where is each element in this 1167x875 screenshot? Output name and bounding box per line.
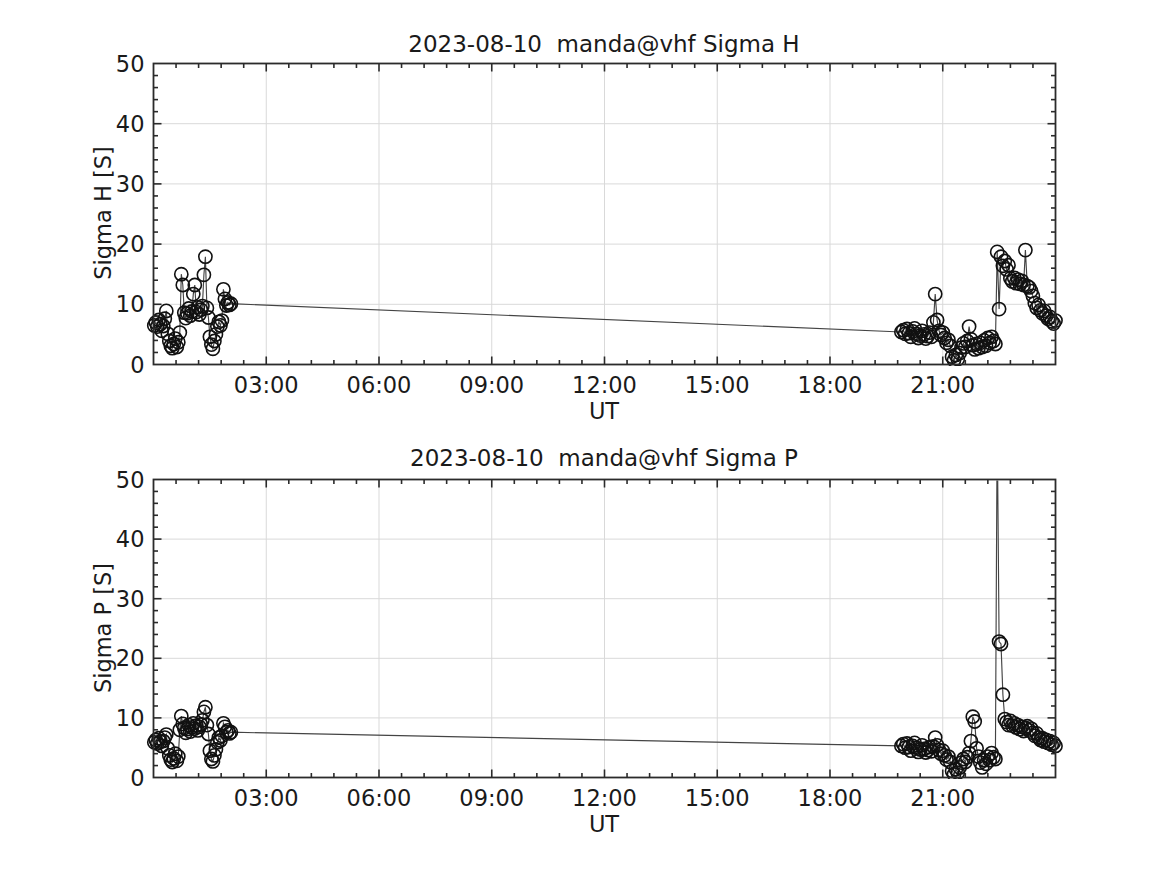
x-tick-label: 18:00 xyxy=(798,372,863,398)
x-tick-label: 06:00 xyxy=(347,785,412,811)
y-tick-label: 10 xyxy=(116,291,145,317)
y-tick-label: 0 xyxy=(130,765,144,791)
x-tick-label: 18:00 xyxy=(798,785,863,811)
x-tick-label: 21:00 xyxy=(910,372,975,398)
y-tick-label: 50 xyxy=(116,51,145,77)
top-panel-title: 2023-08-10 manda@vhf Sigma H xyxy=(408,31,799,57)
y-tick-label: 30 xyxy=(116,171,145,197)
bottom-panel-ylabel: Sigma P [S] xyxy=(90,563,116,693)
y-tick-label: 0 xyxy=(130,352,144,378)
y-tick-label: 20 xyxy=(116,645,145,671)
y-tick-label: 50 xyxy=(116,467,145,493)
x-tick-label: 12:00 xyxy=(572,785,637,811)
x-tick-label: 21:00 xyxy=(910,785,975,811)
y-tick-label: 40 xyxy=(116,111,145,137)
y-tick-label: 40 xyxy=(116,526,145,552)
x-tick-label: 12:00 xyxy=(572,372,637,398)
x-tick-label: 15:00 xyxy=(685,785,750,811)
bottom-panel-title: 2023-08-10 manda@vhf Sigma P xyxy=(410,445,798,471)
x-tick-label: 03:00 xyxy=(234,372,299,398)
y-tick-label: 20 xyxy=(116,231,145,257)
bottom-panel-xlabel: UT xyxy=(589,811,619,837)
plots-canvas: 03:00 06:00 09:00 12:00 15:00 18:00 21:00 0 10 20… xyxy=(0,0,1167,875)
top-panel-xlabel: UT xyxy=(589,398,619,424)
panel-0: 03:00 06:00 09:00 12:00 15:00 18:00 21:00 0 10 20… xyxy=(116,51,1062,398)
x-tick-label: 06:00 xyxy=(347,372,412,398)
y-tick-label: 30 xyxy=(116,586,145,612)
x-tick-label: 03:00 xyxy=(234,785,299,811)
top-panel-ylabel: Sigma H [S] xyxy=(90,146,116,280)
y-tick-label: 10 xyxy=(116,705,145,731)
x-tick-label: 09:00 xyxy=(459,785,524,811)
panel-1: 03:00 06:00 09:00 12:00 15:00 18:00 21:00 0 10 20… xyxy=(116,420,1062,811)
x-tick-label: 09:00 xyxy=(459,372,524,398)
figure: 03:00 06:00 09:00 12:00 15:00 18:00 21:00 0 10 20… xyxy=(0,0,1167,875)
x-tick-label: 15:00 xyxy=(685,372,750,398)
